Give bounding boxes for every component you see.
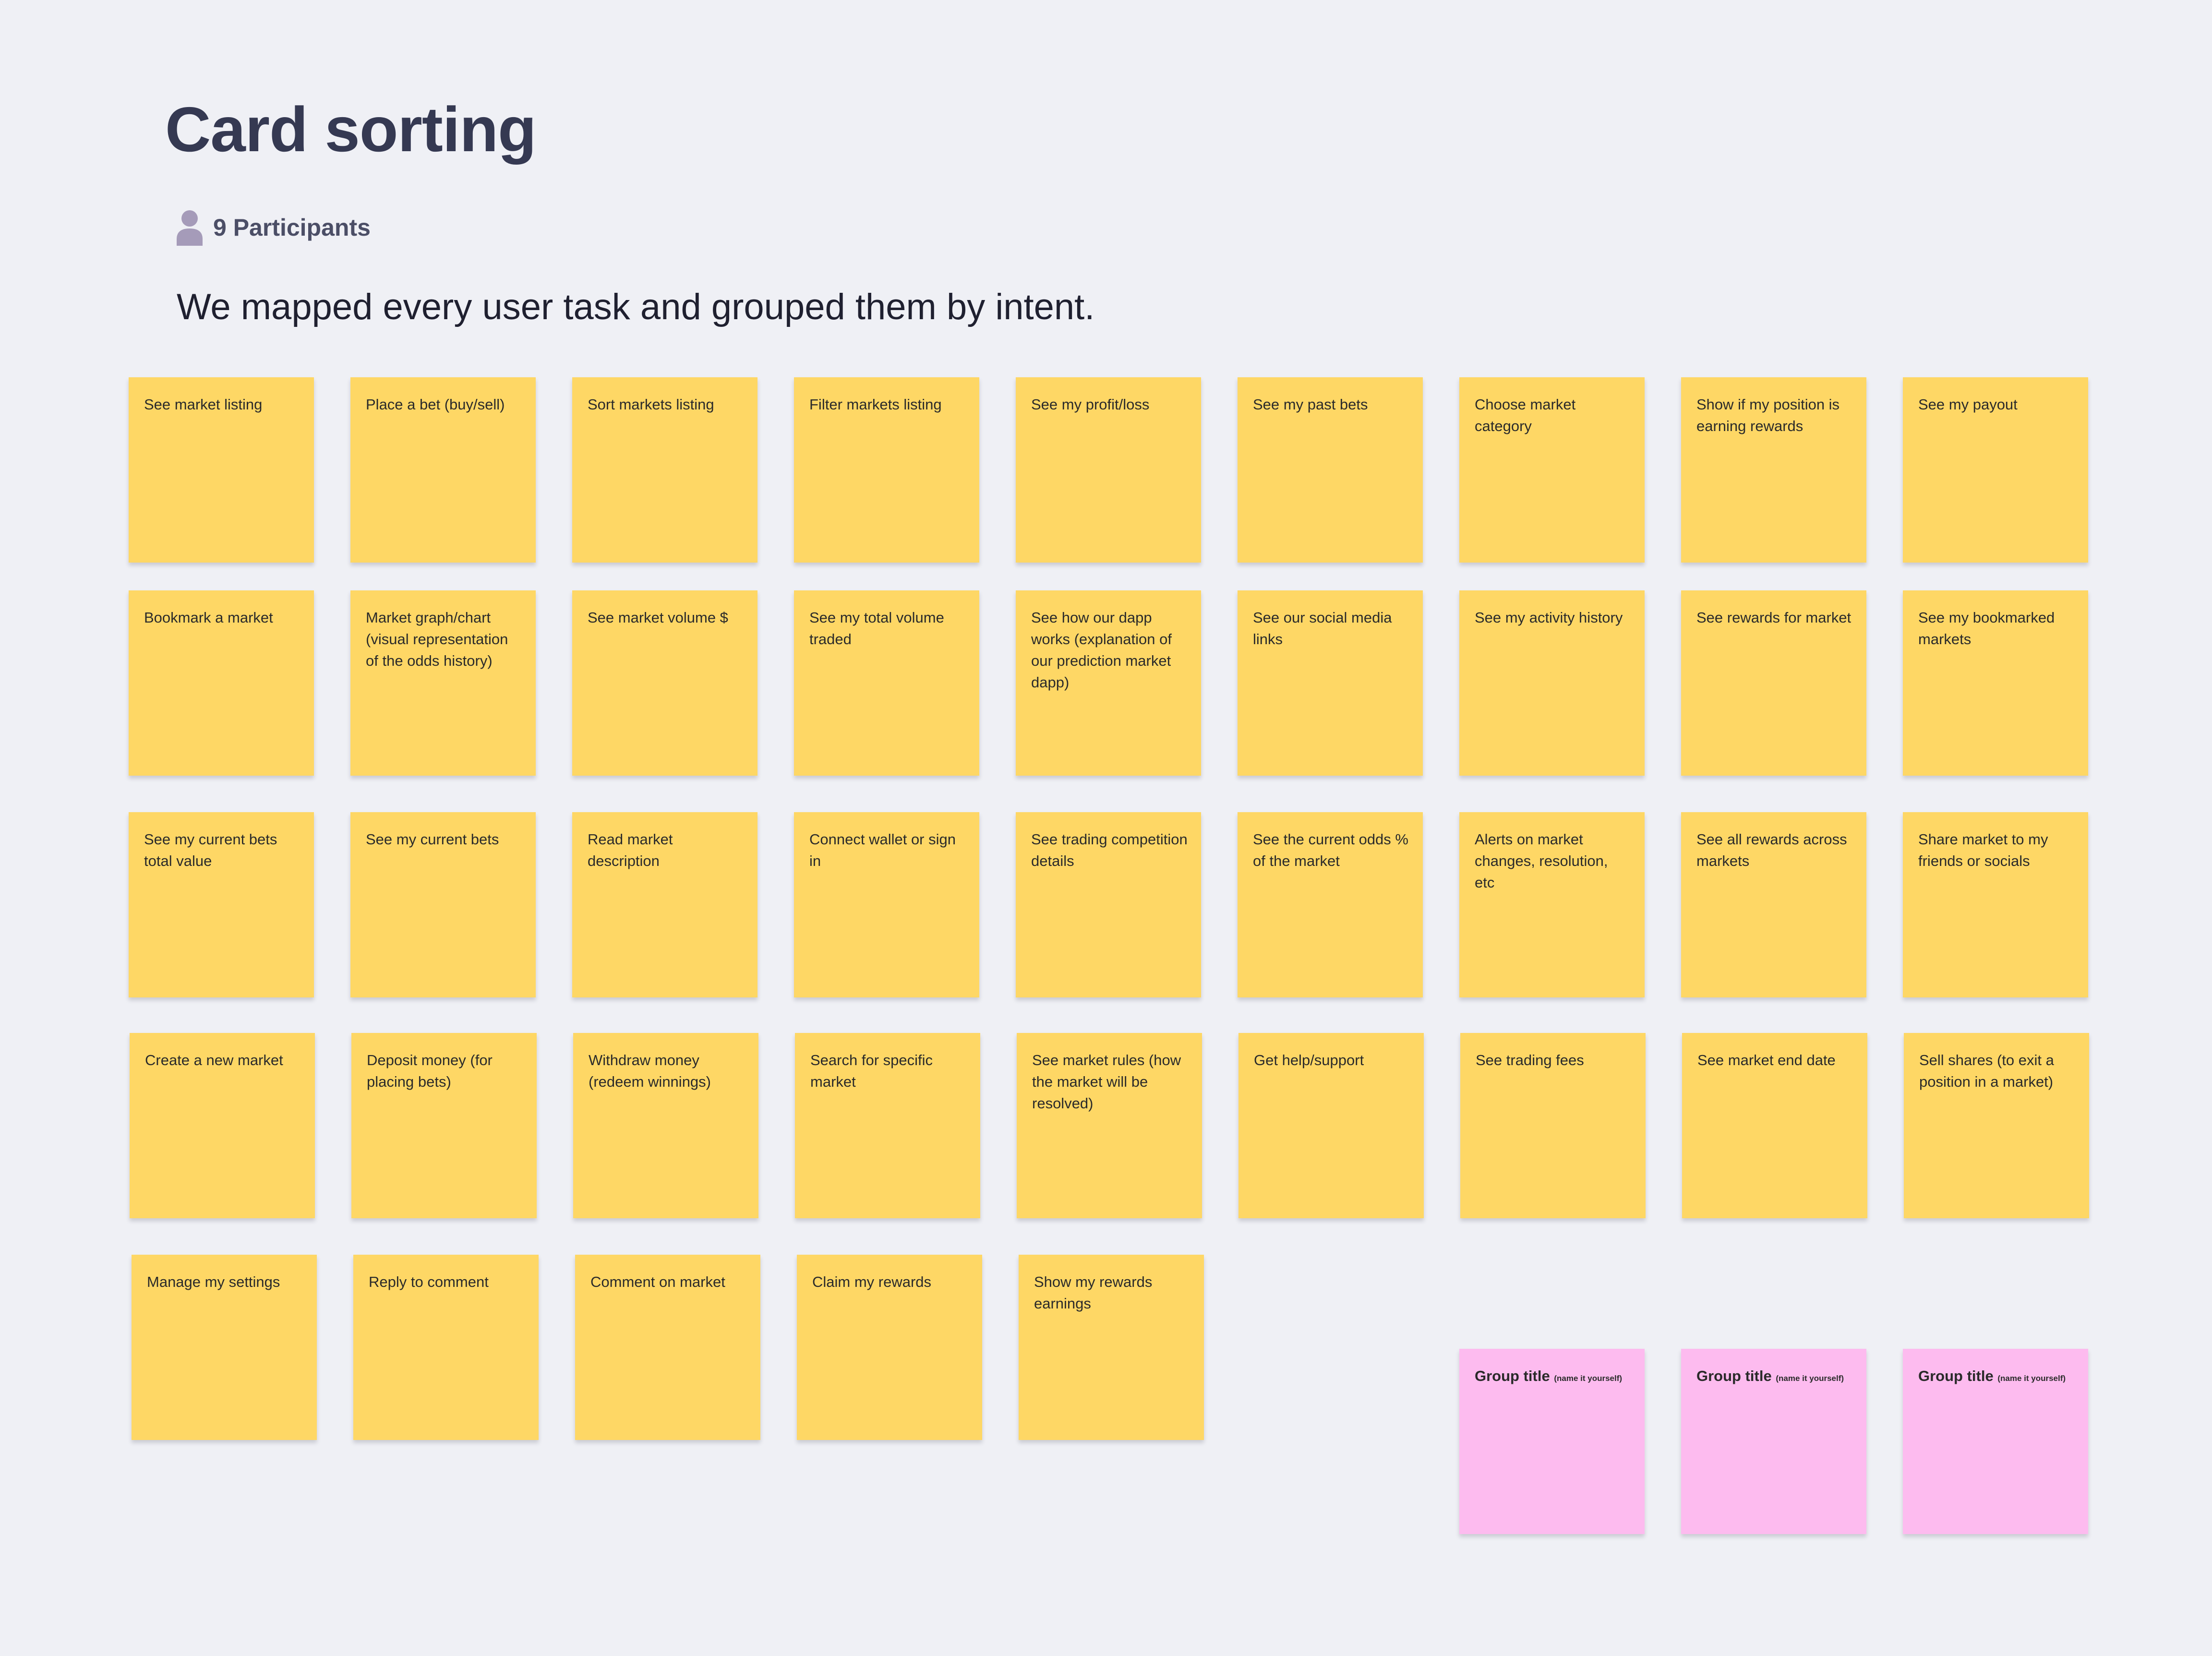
task-card[interactable]: See trading competition details: [1016, 812, 1201, 997]
group-title-hint: (name it yourself): [1997, 1374, 2066, 1383]
task-card[interactable]: Bookmark a market: [129, 590, 314, 776]
task-card[interactable]: See all rewards across markets: [1681, 812, 1866, 997]
group-title-hint: (name it yourself): [1554, 1374, 1623, 1383]
task-card[interactable]: Alerts on market changes, resolution, et…: [1459, 812, 1645, 997]
task-card[interactable]: See my activity history: [1459, 590, 1645, 776]
task-card[interactable]: Show if my position is earning rewards: [1681, 377, 1866, 563]
task-card[interactable]: Sell shares (to exit a position in a mar…: [1904, 1033, 2089, 1218]
participants-count: 9 Participants: [213, 214, 371, 241]
group-title: Group title: [1696, 1368, 1772, 1384]
page-subtitle: We mapped every user task and grouped th…: [177, 287, 1095, 327]
task-card[interactable]: See our social media links: [1238, 590, 1423, 776]
task-card[interactable]: Share market to my friends or socials: [1903, 812, 2088, 997]
task-card[interactable]: Connect wallet or sign in: [794, 812, 979, 997]
task-card[interactable]: See the current odds % of the market: [1238, 812, 1423, 997]
task-card[interactable]: See my current bets: [350, 812, 536, 997]
participants-info: 9 Participants: [176, 208, 371, 247]
task-card[interactable]: See my profit/loss: [1016, 377, 1201, 563]
task-card[interactable]: Place a bet (buy/sell): [350, 377, 536, 563]
task-card[interactable]: See how our dapp works (explanation of o…: [1016, 590, 1201, 776]
group-title-hint: (name it yourself): [1776, 1374, 1844, 1383]
task-card[interactable]: See trading fees: [1460, 1033, 1646, 1218]
task-card[interactable]: See my current bets total value: [129, 812, 314, 997]
task-card[interactable]: Show my rewards earnings: [1019, 1255, 1204, 1440]
task-card[interactable]: See market listing: [129, 377, 314, 563]
task-card[interactable]: Read market description: [572, 812, 757, 997]
task-card[interactable]: Withdraw money (redeem winnings): [573, 1033, 758, 1218]
task-card[interactable]: Deposit money (for placing bets): [351, 1033, 537, 1218]
group-title: Group title: [1918, 1368, 1994, 1384]
group-title-card[interactable]: Group title (name it yourself): [1681, 1349, 1866, 1534]
task-card[interactable]: Choose market category: [1459, 377, 1645, 563]
task-card[interactable]: See rewards for market: [1681, 590, 1866, 776]
task-card[interactable]: Market graph/chart (visual representatio…: [350, 590, 536, 776]
task-card[interactable]: Claim my rewards: [797, 1255, 982, 1440]
task-card[interactable]: Manage my settings: [132, 1255, 317, 1440]
task-card[interactable]: See my total volume traded: [794, 590, 979, 776]
task-card[interactable]: Get help/support: [1238, 1033, 1424, 1218]
task-card[interactable]: See my payout: [1903, 377, 2088, 563]
group-title-card[interactable]: Group title (name it yourself): [1903, 1349, 2088, 1534]
group-title-card[interactable]: Group title (name it yourself): [1459, 1349, 1645, 1534]
task-card[interactable]: See market rules (how the market will be…: [1017, 1033, 1202, 1218]
task-card[interactable]: Comment on market: [575, 1255, 760, 1440]
task-card[interactable]: See market end date: [1682, 1033, 1867, 1218]
group-title: Group title: [1475, 1368, 1550, 1384]
person-icon: [177, 210, 203, 246]
task-card[interactable]: Search for specific market: [795, 1033, 980, 1218]
task-card[interactable]: Sort markets listing: [572, 377, 757, 563]
task-card[interactable]: See my bookmarked markets: [1903, 590, 2088, 776]
task-card[interactable]: See my past bets: [1238, 377, 1423, 563]
task-card[interactable]: See market volume $: [572, 590, 757, 776]
page-title: Card sorting: [165, 94, 537, 165]
task-card[interactable]: Filter markets listing: [794, 377, 979, 563]
task-card[interactable]: Create a new market: [130, 1033, 315, 1218]
task-card[interactable]: Reply to comment: [353, 1255, 539, 1440]
